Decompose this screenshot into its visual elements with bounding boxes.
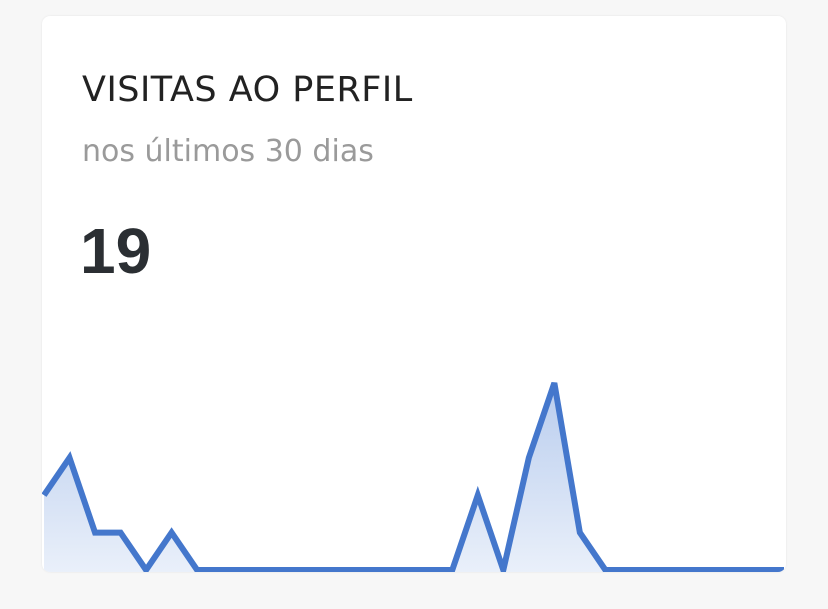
card-title: VISITAS AO PERFIL bbox=[82, 70, 413, 110]
profile-visits-card: VISITAS AO PERFIL nos últimos 30 dias 19 bbox=[42, 16, 786, 572]
sparkline-line bbox=[42, 382, 784, 572]
card-subtitle: nos últimos 30 dias bbox=[82, 134, 374, 169]
sparkline-chart bbox=[42, 382, 784, 572]
sparkline-area bbox=[44, 383, 784, 572]
total-visits: 19 bbox=[80, 215, 152, 287]
